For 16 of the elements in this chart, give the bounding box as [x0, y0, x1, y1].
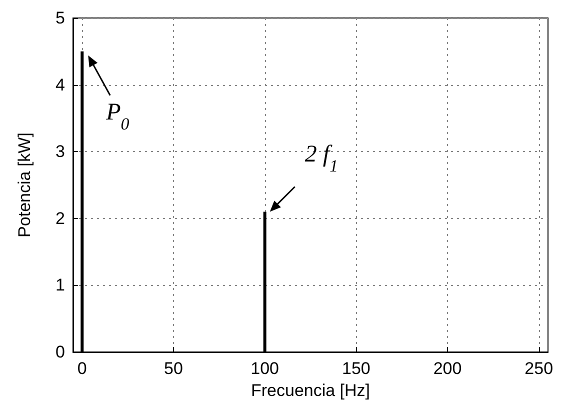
- y-axis-title: Potencia [kW]: [15, 132, 34, 238]
- x-tick-label: 250: [524, 359, 554, 378]
- x-tick-label: 0: [77, 359, 87, 378]
- x-tick-label: 50: [164, 359, 183, 378]
- y-tick-label: 0: [56, 342, 65, 362]
- y-tick-label: 3: [56, 142, 65, 162]
- x-tick-label: 150: [342, 359, 370, 378]
- x-tick-label: 100: [250, 359, 280, 378]
- annotation: P$_{0}$: [105, 99, 130, 133]
- x-tick-label: 200: [433, 359, 462, 378]
- y-tick-label: 5: [56, 8, 65, 28]
- annotation: 2 f$_{1}$: [304, 142, 338, 176]
- y-tick-label: 4: [56, 75, 65, 94]
- x-axis-title: Frecuencia [Hz]: [250, 380, 370, 400]
- y-tick-label: 2: [56, 208, 65, 228]
- y-tick-label: 1: [56, 276, 65, 295]
